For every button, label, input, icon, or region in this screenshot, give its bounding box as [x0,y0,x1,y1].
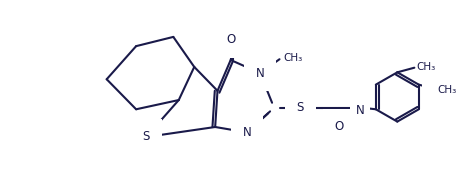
Text: N: N [256,67,265,80]
Text: S: S [143,131,150,143]
Text: O: O [226,33,235,46]
Text: O: O [334,121,344,133]
Text: N: N [242,126,251,139]
Text: N: N [356,103,364,117]
Text: H: H [356,98,364,108]
Text: CH₃: CH₃ [416,62,435,72]
Text: S: S [297,101,304,114]
Text: CH₃: CH₃ [283,53,303,63]
Text: CH₃: CH₃ [438,85,457,95]
